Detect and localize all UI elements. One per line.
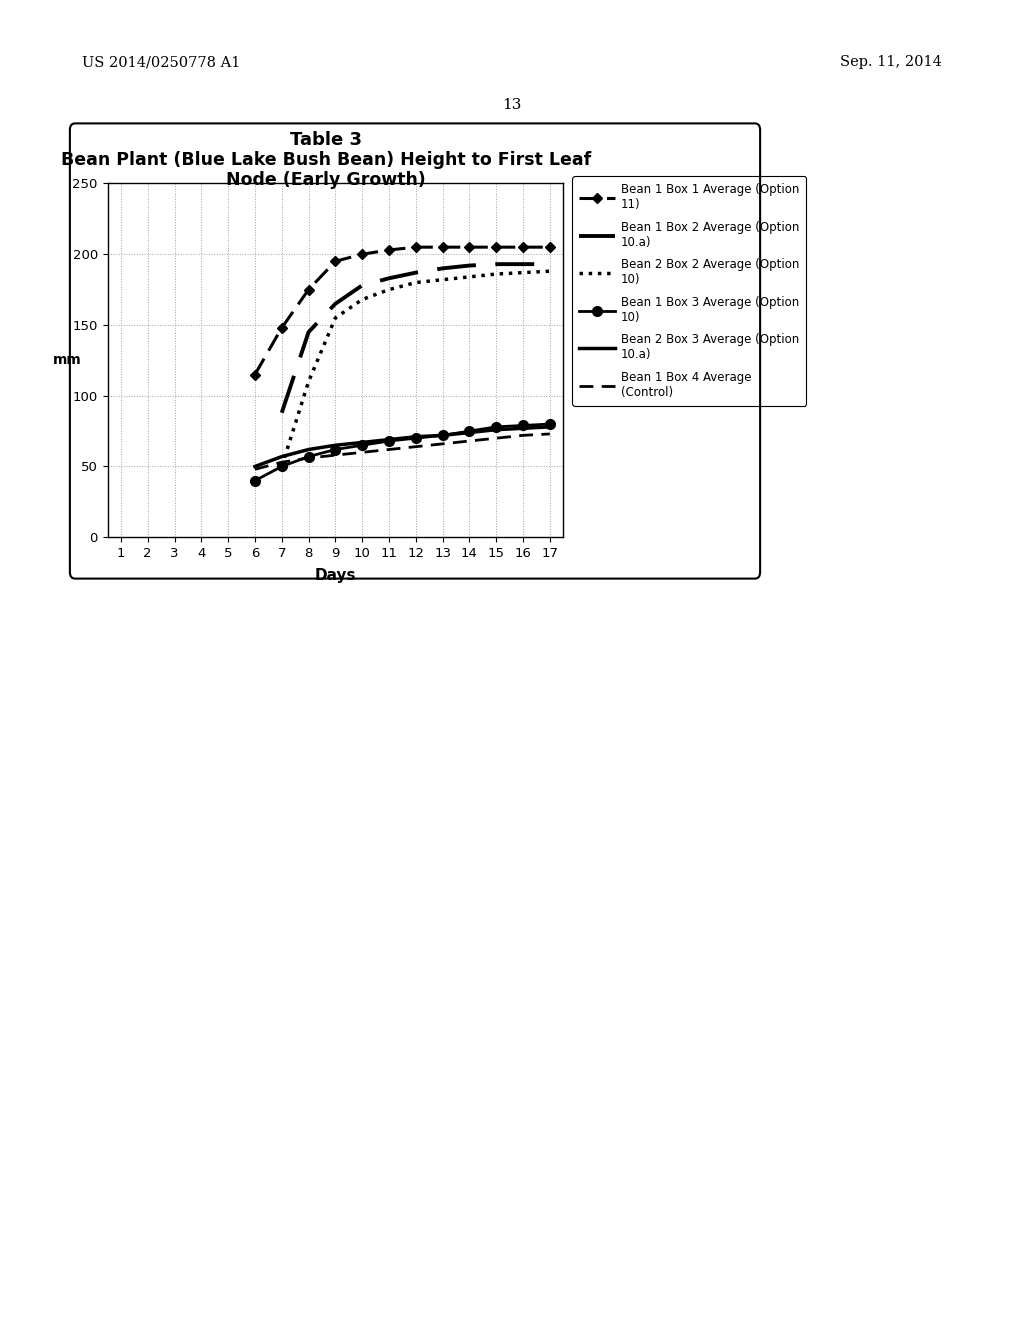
- Text: 13: 13: [503, 98, 521, 112]
- X-axis label: Days: Days: [314, 569, 356, 583]
- Text: Node (Early Growth): Node (Early Growth): [226, 170, 426, 189]
- Legend: Bean 1 Box 1 Average (Option
11), Bean 1 Box 2 Average (Option
10.a), Bean 2 Box: Bean 1 Box 1 Average (Option 11), Bean 1…: [572, 177, 806, 405]
- Text: US 2014/0250778 A1: US 2014/0250778 A1: [82, 55, 241, 70]
- Text: Table 3: Table 3: [290, 131, 362, 149]
- Text: Sep. 11, 2014: Sep. 11, 2014: [841, 55, 942, 70]
- Text: Bean Plant (Blue Lake Bush Bean) Height to First Leaf: Bean Plant (Blue Lake Bush Bean) Height …: [61, 150, 592, 169]
- Y-axis label: mm: mm: [52, 354, 81, 367]
